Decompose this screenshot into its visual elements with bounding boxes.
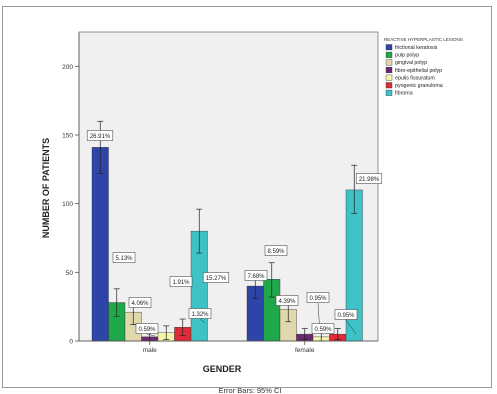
label-leader	[199, 318, 206, 324]
data-label: 8.59%	[267, 249, 285, 255]
data-label-box	[86, 130, 114, 141]
data-label-box	[275, 295, 299, 306]
label-leader	[345, 319, 357, 335]
legend-label: pyogenic granuloma	[395, 83, 443, 89]
label-leader	[146, 333, 156, 337]
legend-title: REACTIVE HYPERPLASTIC LESIONS	[384, 37, 463, 42]
data-label-box	[128, 297, 152, 308]
figure-border	[2, 6, 492, 388]
data-labels-layer: 26.91% 5.13% 4.06% 0.59% 1.32% 1.91% 15.27% 7.6…	[86, 130, 383, 337]
bar	[91, 147, 109, 342]
y-tick-label: 100	[62, 201, 73, 208]
data-label: 5.13%	[115, 256, 133, 262]
x-tick-label: female	[295, 347, 315, 354]
data-label: 0.59%	[138, 327, 156, 333]
legend-swatch	[385, 51, 393, 58]
legend-label: fibroma	[395, 91, 413, 97]
data-label: 26.91%	[90, 134, 111, 140]
data-label: 4.06%	[131, 301, 149, 307]
data-label-box	[169, 276, 193, 287]
legend-swatch	[385, 44, 393, 51]
plot-area	[78, 31, 379, 342]
legend-swatch	[385, 67, 393, 74]
data-label-box	[306, 292, 330, 303]
data-label-box	[135, 323, 159, 334]
data-label-box	[112, 252, 136, 263]
data-label: 21.98%	[359, 177, 380, 183]
data-label-box	[202, 272, 230, 283]
y-tick-label: 200	[62, 64, 73, 71]
legend-label: fibro-epithelial polyp	[395, 68, 442, 74]
legend-label: gingival polyp	[395, 60, 427, 66]
data-label: 0.95%	[337, 313, 355, 319]
y-tick-label: 0	[69, 339, 73, 346]
legend-label: frictional keratosis	[395, 45, 438, 51]
data-label-box	[264, 245, 288, 256]
chart-footnote: Error Bars: 95% CI	[219, 386, 282, 394]
data-label: 1.91%	[172, 280, 190, 286]
data-label: 0.95%	[309, 296, 327, 302]
data-label-box	[188, 308, 212, 319]
legend-swatch	[385, 89, 393, 96]
y-axis: 0 50 100 150 200	[62, 32, 80, 346]
data-label: 7.68%	[247, 274, 265, 280]
legend-swatch	[385, 59, 393, 66]
data-label-box	[311, 323, 335, 334]
data-label: 1.32%	[191, 312, 209, 318]
data-label-box	[244, 270, 268, 281]
legend-swatch	[385, 74, 393, 81]
x-tick-label: male	[143, 347, 157, 354]
x-axis-title: GENDER	[203, 364, 242, 374]
data-label-box	[334, 309, 358, 320]
x-axis: male female	[79, 340, 378, 354]
legend-label: pulp polyp	[395, 53, 419, 59]
data-label: 15.27%	[206, 276, 227, 282]
y-axis-title: NUMBER OF PATIENTS	[41, 138, 51, 238]
y-tick-label: 150	[62, 133, 73, 140]
legend-label: epulis fissuratum	[395, 75, 435, 81]
bars-layer	[91, 147, 363, 342]
data-label: 4.39%	[278, 299, 296, 305]
legend-swatch	[385, 82, 393, 89]
data-label: 0.59%	[314, 327, 332, 333]
y-tick-label: 50	[66, 270, 74, 277]
legend: REACTIVE HYPERPLASTIC LESIONS frictional…	[384, 37, 463, 97]
data-label-box	[355, 173, 383, 184]
